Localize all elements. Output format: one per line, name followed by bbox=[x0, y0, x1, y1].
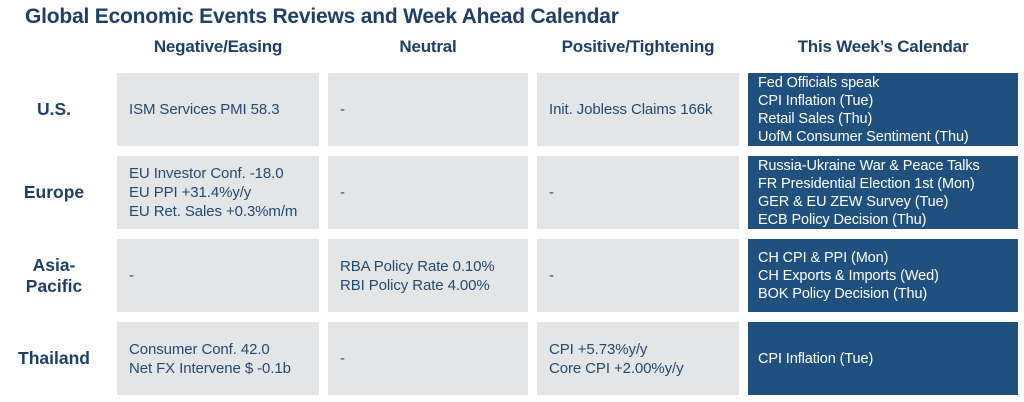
cell-thailand-neutral: - bbox=[328, 322, 528, 395]
cell-europe-positive: - bbox=[537, 156, 739, 229]
cell-asia-pacific-neutral: RBA Policy Rate 0.10% RBI Policy Rate 4.… bbox=[328, 239, 528, 312]
cell-europe-negative: EU Investor Conf. -18.0 EU PPI +31.4%y/y… bbox=[117, 156, 319, 229]
column-header-positive: Positive/Tightening bbox=[561, 37, 715, 56]
page-title: Global Economic Events Reviews and Week … bbox=[25, 5, 619, 28]
table-corner-spacer bbox=[0, 29, 108, 63]
cell-europe-neutral: - bbox=[328, 156, 528, 229]
column-header-negative: Negative/Easing bbox=[153, 37, 283, 56]
region-label-asia-pacific: Asia- Pacific bbox=[25, 254, 83, 296]
events-table: Negative/Easing Neutral Positive/Tighten… bbox=[0, 29, 1024, 395]
cell-thailand-calendar: CPI Inflation (Tue) bbox=[748, 322, 1018, 395]
cell-us-neutral: - bbox=[328, 73, 528, 146]
cell-us-negative: ISM Services PMI 58.3 bbox=[117, 73, 319, 146]
cell-us-calendar: Fed Officials speak CPI Inflation (Tue) … bbox=[748, 73, 1018, 146]
cell-asia-pacific-calendar: CH CPI & PPI (Mon) CH Exports & Imports … bbox=[748, 239, 1018, 312]
column-header-calendar: This Week’s Calendar bbox=[797, 37, 969, 56]
cell-europe-calendar: Russia-Ukraine War & Peace Talks FR Pres… bbox=[748, 156, 1018, 229]
cell-thailand-positive: CPI +5.73%y/y Core CPI +2.00%y/y bbox=[537, 322, 739, 395]
region-label-us: U.S. bbox=[36, 99, 72, 119]
cell-asia-pacific-positive: - bbox=[537, 239, 739, 312]
column-header-neutral: Neutral bbox=[399, 37, 457, 56]
region-label-europe: Europe bbox=[23, 182, 85, 202]
region-label-thailand: Thailand bbox=[18, 348, 90, 368]
cell-us-positive: Init. Jobless Claims 166k bbox=[537, 73, 739, 146]
report-page: Global Economic Events Reviews and Week … bbox=[0, 4, 1024, 402]
cell-thailand-negative: Consumer Conf. 42.0 Net FX Intervene $ -… bbox=[117, 322, 319, 395]
cell-asia-pacific-negative: - bbox=[117, 239, 319, 312]
